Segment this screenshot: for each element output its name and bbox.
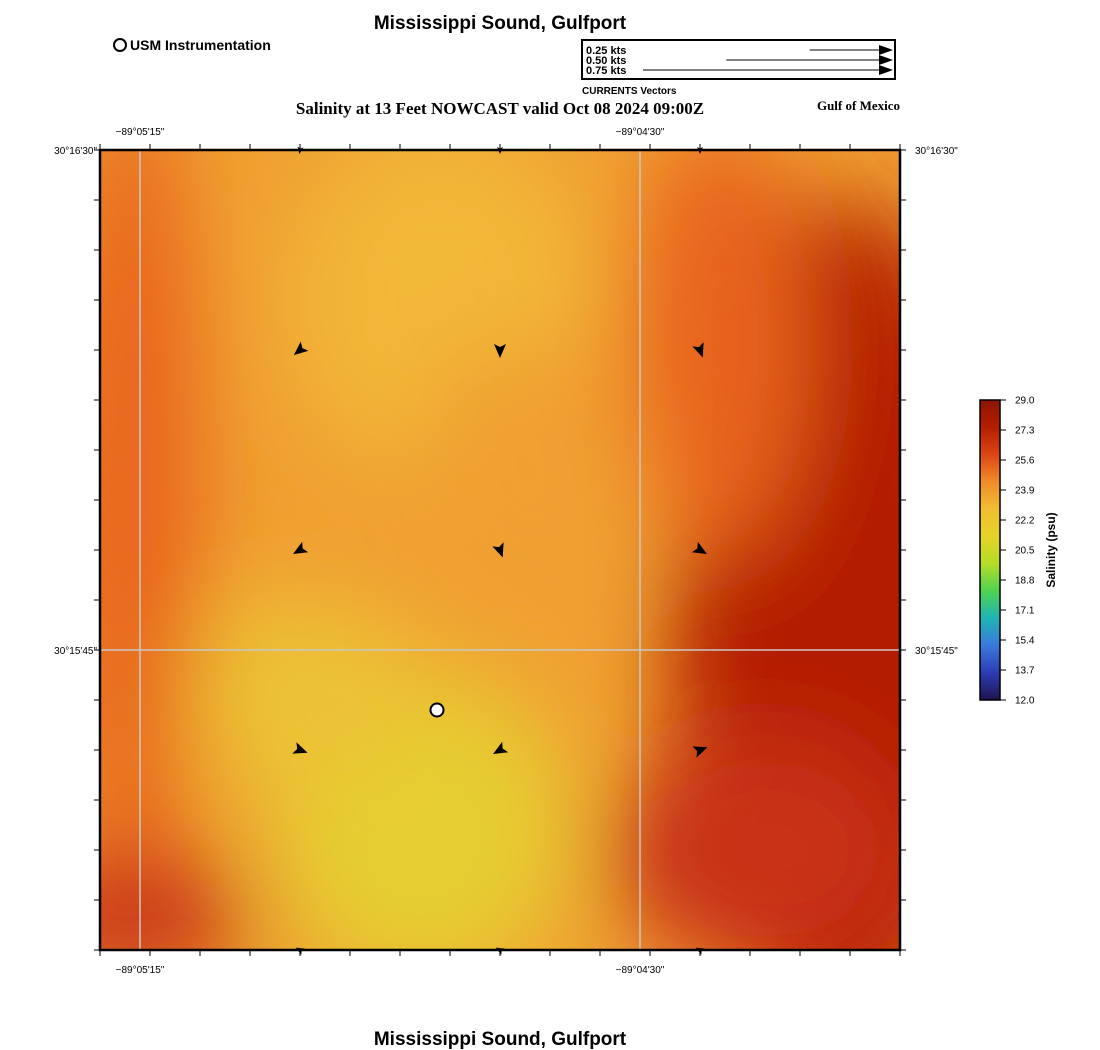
lon-label-bottom-2: −89°04'30" bbox=[616, 965, 665, 976]
colorbar-title: Salinity (psu) bbox=[1044, 512, 1058, 587]
vector-legend-arrow-head bbox=[879, 45, 893, 55]
lat-label-left-2: 30°15'45" bbox=[54, 646, 97, 657]
salinity-blob bbox=[100, 860, 250, 950]
vector-legend-label: 0.25 kts bbox=[586, 45, 626, 57]
current-vector-r2c3 bbox=[692, 342, 704, 358]
colorbar-tick-label: 27.3 bbox=[1015, 426, 1035, 437]
current-vector-arrow bbox=[492, 542, 504, 558]
current-vector-r1c3 bbox=[697, 147, 703, 154]
map-subtitle: Salinity at 13 Feet NOWCAST valid Oct 08… bbox=[296, 99, 704, 118]
current-vector-arrow bbox=[295, 947, 305, 955]
salinity-blob bbox=[630, 150, 810, 560]
current-vector-arrow bbox=[495, 947, 505, 955]
vector-legend-arrow-head bbox=[879, 65, 893, 75]
colorbar-tick-label: 15.4 bbox=[1015, 636, 1035, 647]
lon-label-bottom-1: −89°05'15" bbox=[116, 965, 165, 976]
colorbar-tick-label: 20.5 bbox=[1015, 546, 1035, 557]
current-vector-arrow bbox=[297, 146, 304, 154]
current-vector-arrow bbox=[497, 147, 503, 154]
current-vector-arrow bbox=[292, 742, 308, 754]
usm-station-marker[interactable] bbox=[429, 702, 445, 718]
current-vector-r5c2 bbox=[495, 947, 505, 955]
colorbar-tick-label: 17.1 bbox=[1015, 606, 1035, 617]
lat-label-right-2: 30°15'45" bbox=[915, 646, 958, 657]
current-vector-r2c1 bbox=[293, 341, 309, 356]
salinity-field bbox=[100, 150, 900, 950]
vector-legend-arrow-head bbox=[879, 55, 893, 65]
lat-label-left-1: 30°16'30" bbox=[54, 146, 97, 157]
current-vector-arrow bbox=[692, 746, 708, 758]
current-vector-r2c2 bbox=[494, 344, 506, 358]
colorbar-tick-label: 29.0 bbox=[1015, 396, 1035, 407]
current-vector-arrow bbox=[695, 947, 705, 955]
current-vector-arrow bbox=[293, 341, 309, 356]
current-vector-arrow bbox=[293, 541, 309, 554]
colorbar-tick-label: 18.8 bbox=[1015, 576, 1035, 587]
current-vector-r4c2 bbox=[493, 741, 509, 754]
colorbar-tick-label: 12.0 bbox=[1015, 696, 1035, 707]
station-legend-icon bbox=[113, 38, 127, 52]
current-vector-arrow bbox=[494, 344, 506, 358]
colorbar-tick-label: 13.7 bbox=[1015, 666, 1035, 677]
salinity-blob bbox=[410, 340, 650, 620]
current-vectors bbox=[292, 146, 708, 955]
salinity-blob bbox=[610, 730, 900, 950]
region-label: Gulf of Mexico bbox=[817, 98, 900, 113]
current-vector-r4c3 bbox=[692, 746, 708, 758]
salinity-blob bbox=[100, 150, 200, 920]
vector-legend-label: 0.50 kts bbox=[586, 55, 626, 67]
current-vector-r3c1 bbox=[293, 541, 309, 554]
vector-legend-title: CURRENTS Vectors bbox=[582, 86, 677, 97]
lat-label-right-1: 30°16'30" bbox=[915, 146, 958, 157]
current-vector-arrow bbox=[493, 741, 509, 754]
current-vector-arrow bbox=[692, 342, 704, 358]
station-legend-label: USM Instrumentation bbox=[130, 37, 271, 53]
graticule bbox=[100, 150, 900, 950]
current-vector-r4c1 bbox=[292, 742, 308, 754]
current-vector-r1c1 bbox=[297, 146, 304, 154]
vector-legend-label: 0.75 kts bbox=[586, 65, 626, 77]
colorbar-tick-label: 23.9 bbox=[1015, 486, 1035, 497]
current-vector-r5c1 bbox=[295, 947, 305, 955]
salinity-blob bbox=[150, 600, 430, 780]
colorbar: 29.0 27.3 25.6 23.9 22.2 20.5 18.8 17.1 15.4 13.7… bbox=[979, 396, 1058, 707]
current-vector-arrow bbox=[697, 147, 703, 154]
colorbar-ramp bbox=[979, 399, 1001, 701]
current-vector-r3c3 bbox=[691, 541, 707, 554]
map-title: Mississippi Sound, Gulfport bbox=[374, 13, 627, 34]
lon-label-top-1: −89°05'15" bbox=[116, 127, 165, 138]
colorbar-tick-label: 22.2 bbox=[1015, 516, 1035, 527]
footer-title: Mississippi Sound, Gulfport bbox=[374, 1029, 627, 1050]
current-vector-r5c3 bbox=[695, 947, 705, 955]
lon-label-top-2: −89°04'30" bbox=[616, 127, 665, 138]
current-vector-arrow bbox=[691, 541, 707, 554]
current-vector-r3c2 bbox=[492, 542, 504, 558]
current-vector-r1c2 bbox=[497, 147, 503, 154]
colorbar-tick-label: 25.6 bbox=[1015, 456, 1035, 467]
